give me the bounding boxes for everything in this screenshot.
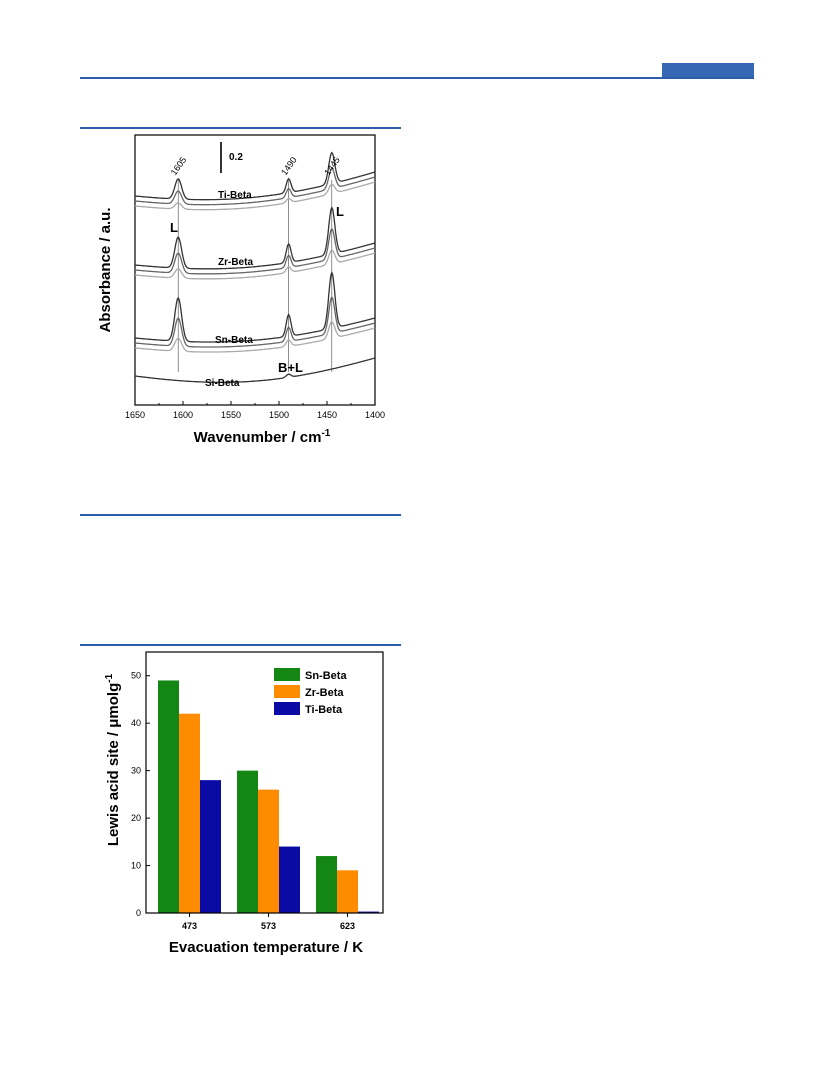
- ir-x-tick-label: 1500: [269, 410, 289, 420]
- ir-series-line: [134, 151, 376, 201]
- bar-y-tick-label: 50: [131, 671, 141, 681]
- ir-x-axis-title: Wavenumber / cm-1: [194, 428, 331, 446]
- ir-band-label: B+L: [278, 360, 303, 375]
- legend-swatch: [274, 685, 300, 698]
- ir-series-line: [134, 295, 376, 348]
- ir-x-tick-label: 1450: [317, 410, 337, 420]
- ir-x-tick-label: 1400: [365, 410, 385, 420]
- scale-bar-label: 0.2: [229, 152, 243, 163]
- ir-series-line: [134, 320, 376, 353]
- bar: [200, 780, 221, 913]
- ir-series-line: [134, 357, 376, 384]
- ir-y-axis-title: Absorbance / a.u.: [97, 207, 114, 332]
- bar-x-axis-title: Evacuation temperature / K: [169, 939, 363, 956]
- bar-y-ticks: 0 10 20 30 40 50: [131, 671, 150, 918]
- bar: [316, 856, 337, 913]
- bar-y-tick-label: 20: [131, 813, 141, 823]
- bar-y-tick-label: 30: [131, 766, 141, 776]
- bar: [279, 846, 300, 913]
- section-rule-3: [80, 644, 401, 646]
- legend-swatch: [274, 668, 300, 681]
- legend-label: Ti-Beta: [305, 704, 343, 716]
- ir-band-labels: L L B+L: [170, 204, 344, 375]
- ir-series-line: [134, 167, 376, 206]
- bar-x-tick-label: 573: [261, 921, 276, 931]
- bar-plot-frame: [145, 651, 384, 914]
- ir-series-label: Zr-Beta: [218, 257, 253, 268]
- bar-y-axis-title-main: Lewis acid site / μmolg: [105, 683, 122, 846]
- ir-x-tick-label: 1550: [221, 410, 241, 420]
- ir-series-line: [134, 270, 376, 343]
- ir-scale-bar: 0.2: [220, 142, 243, 173]
- bar-y-axis-title-sup: -1: [104, 673, 115, 682]
- section-rule-1: [80, 127, 401, 129]
- header-tab: [662, 63, 754, 77]
- ir-series-label: Ti-Beta: [218, 190, 252, 201]
- ir-x-ticks: 1650 1600 1550 1500 1450 1400: [125, 401, 385, 420]
- legend-label: Zr-Beta: [305, 687, 344, 699]
- bar-y-tick-label: 0: [136, 908, 141, 918]
- ir-band-label: L: [170, 220, 178, 235]
- ir-series-line: [134, 249, 376, 280]
- bar: [258, 789, 279, 913]
- ir-series-label: Sn-Beta: [215, 335, 253, 346]
- ir-band-label: L: [336, 204, 344, 219]
- bar: [179, 713, 200, 913]
- bar-legend: Sn-Beta Zr-Beta Ti-Beta: [274, 668, 347, 716]
- bar: [358, 911, 379, 913]
- section-rule-2: [80, 514, 401, 516]
- ir-x-tick-label: 1650: [125, 410, 145, 420]
- bar: [337, 870, 358, 913]
- ir-series-lines: [134, 151, 376, 384]
- bar-y-axis-title: Lewis acid site / μmolg-1: [104, 673, 122, 846]
- bar-x-tick-label: 473: [182, 921, 197, 931]
- ir-series-line: [134, 206, 376, 270]
- bar-x-tick-labels: 473 573 623: [182, 913, 355, 931]
- legend-label: Sn-Beta: [305, 670, 347, 682]
- bar: [158, 680, 179, 913]
- bar-series: [158, 680, 379, 913]
- bar-y-tick-label: 40: [131, 718, 141, 728]
- bar: [237, 770, 258, 913]
- ir-series-label: Si-Beta: [205, 378, 240, 389]
- ir-series-line: [134, 227, 376, 275]
- ir-x-axis-title-main: Wavenumber / cm: [194, 429, 322, 446]
- bar-y-tick-label: 10: [131, 861, 141, 871]
- ir-series-labels: Ti-Beta Zr-Beta Sn-Beta Si-Beta: [205, 190, 253, 389]
- ir-series-line: [134, 181, 376, 211]
- legend-swatch: [274, 702, 300, 715]
- ir-x-axis-title-sup: -1: [321, 428, 330, 439]
- ir-x-tick-label: 1600: [173, 410, 193, 420]
- header-rule: [80, 77, 754, 79]
- bar-x-tick-label: 623: [340, 921, 355, 931]
